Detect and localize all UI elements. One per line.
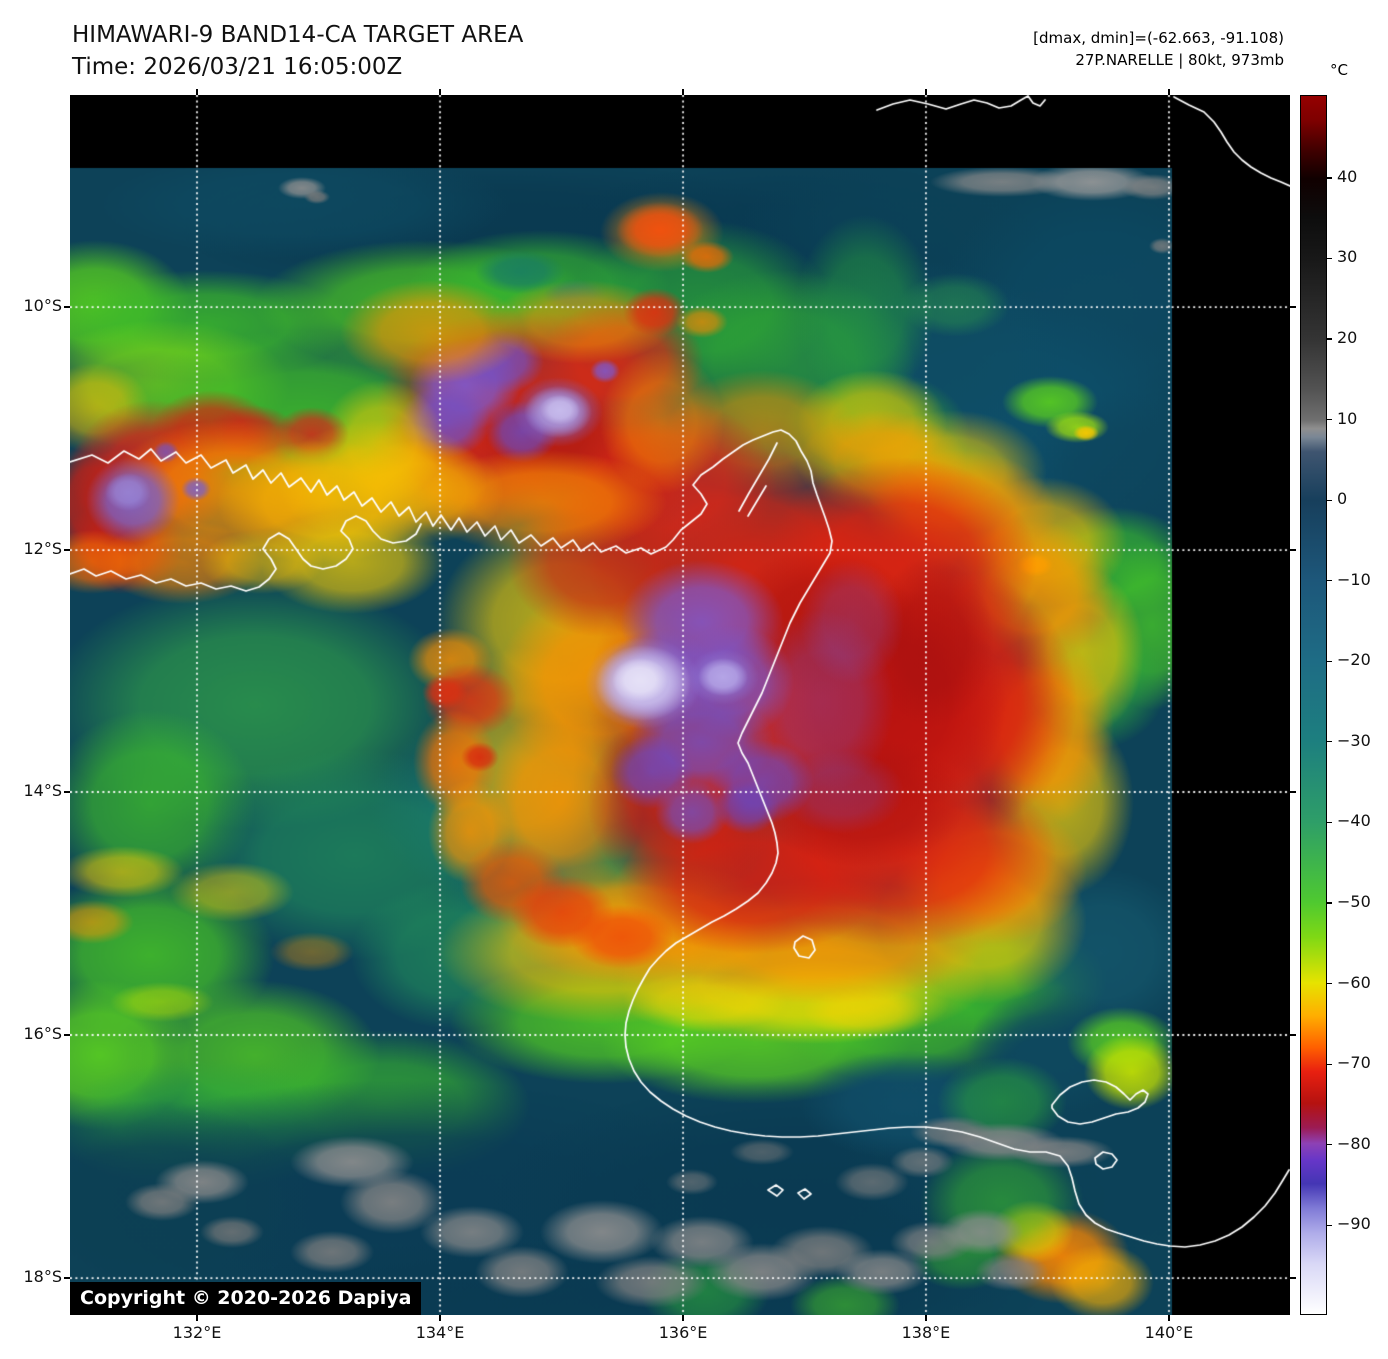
lon-tick-mark	[439, 1315, 441, 1321]
lat-tick-label: 18°S	[23, 1267, 62, 1287]
colorbar-unit-label: °C	[1330, 61, 1348, 79]
colorbar-tick-mark	[1327, 580, 1332, 582]
colorbar-tick-label: 30	[1337, 247, 1358, 267]
lat-tick-label: 10°S	[23, 296, 62, 316]
colorbar-tick-label: −80	[1337, 1133, 1371, 1153]
lon-tick-mark	[1168, 1315, 1170, 1321]
lon-tick-label: 140°E	[1144, 1323, 1194, 1342]
lat-tick-label: 14°S	[23, 780, 62, 800]
colorbar	[1300, 95, 1327, 1315]
colorbar-tick-label: 0	[1337, 489, 1348, 509]
colorbar-tick-label: −70	[1337, 1053, 1371, 1073]
lat-tick-mark	[1290, 791, 1296, 793]
colorbar-tick-label: −30	[1337, 730, 1371, 750]
colorbar-tick-mark	[1327, 257, 1332, 260]
colorbar-tick-label: −10	[1337, 569, 1371, 589]
colorbar-tick-label: 20	[1337, 328, 1358, 347]
colorbar-tick-mark	[1327, 338, 1332, 340]
lon-tick-mark	[682, 1315, 684, 1321]
lon-tick-label: 134°E	[415, 1323, 465, 1342]
lon-tick-mark	[925, 1315, 927, 1321]
lat-tick-mark	[64, 1034, 70, 1036]
lat-tick-mark	[1290, 1277, 1296, 1279]
lon-tick-mark	[682, 89, 684, 95]
lat-tick-mark	[1290, 306, 1296, 308]
colorbar-tick-label: 40	[1337, 166, 1358, 186]
lon-tick-mark	[1168, 89, 1170, 95]
storm-info-label: 27P.NARELLE | 80kt, 973mb	[1075, 51, 1284, 69]
satellite-image-canvas	[70, 95, 1290, 1315]
colorbar-tick-label: −90	[1337, 1214, 1371, 1234]
lat-tick-mark	[1290, 1034, 1296, 1036]
colorbar-tick-mark	[1327, 499, 1332, 501]
colorbar-tick-mark	[1327, 1224, 1332, 1226]
lat-tick-mark	[64, 1277, 70, 1279]
colorbar-tick-label: −20	[1337, 650, 1371, 670]
colorbar-tick-mark	[1327, 1144, 1332, 1146]
lon-tick-mark	[925, 89, 927, 95]
lon-tick-label: 132°E	[172, 1323, 222, 1342]
colorbar-tick-mark	[1327, 177, 1332, 179]
lat-tick-mark	[64, 306, 70, 308]
lat-tick-mark	[64, 549, 70, 551]
colorbar-tick-label: −40	[1337, 811, 1371, 831]
colorbar-tick-label: −50	[1337, 892, 1371, 911]
lon-tick-mark	[439, 89, 441, 95]
colorbar-tick-mark	[1327, 902, 1332, 904]
page-title: HIMAWARI-9 BAND14-CA TARGET AREA	[72, 22, 524, 48]
lon-tick-mark	[196, 89, 198, 95]
copyright-badge: Copyright © 2020-2026 Dapiya	[70, 1282, 422, 1315]
lat-tick-mark	[64, 791, 70, 793]
header-right-block: [dmax, dmin]=(-62.663, -91.108) 27P.NARE…	[1033, 27, 1284, 71]
colorbar-tick-mark	[1327, 418, 1332, 421]
colorbar-tick-mark	[1327, 1063, 1332, 1065]
dmax-dmin-label: [dmax, dmin]=(-62.663, -91.108)	[1033, 29, 1284, 47]
colorbar-tick-mark	[1327, 741, 1332, 743]
lon-tick-mark	[196, 1315, 198, 1321]
colorbar-tick-mark	[1327, 821, 1332, 824]
lon-tick-label: 136°E	[658, 1323, 708, 1342]
lat-tick-label: 12°S	[23, 539, 62, 559]
colorbar-tick-mark	[1327, 982, 1332, 985]
lon-tick-label: 138°E	[901, 1323, 951, 1342]
map-plot-area	[70, 95, 1290, 1315]
timestamp-label: Time: 2026/03/21 16:05:00Z	[72, 54, 403, 80]
lat-tick-label: 16°S	[23, 1024, 62, 1043]
lat-tick-mark	[1290, 549, 1296, 551]
colorbar-tick-label: 10	[1337, 408, 1358, 428]
colorbar-tick-mark	[1327, 660, 1332, 662]
colorbar-tick-label: −60	[1337, 972, 1371, 992]
